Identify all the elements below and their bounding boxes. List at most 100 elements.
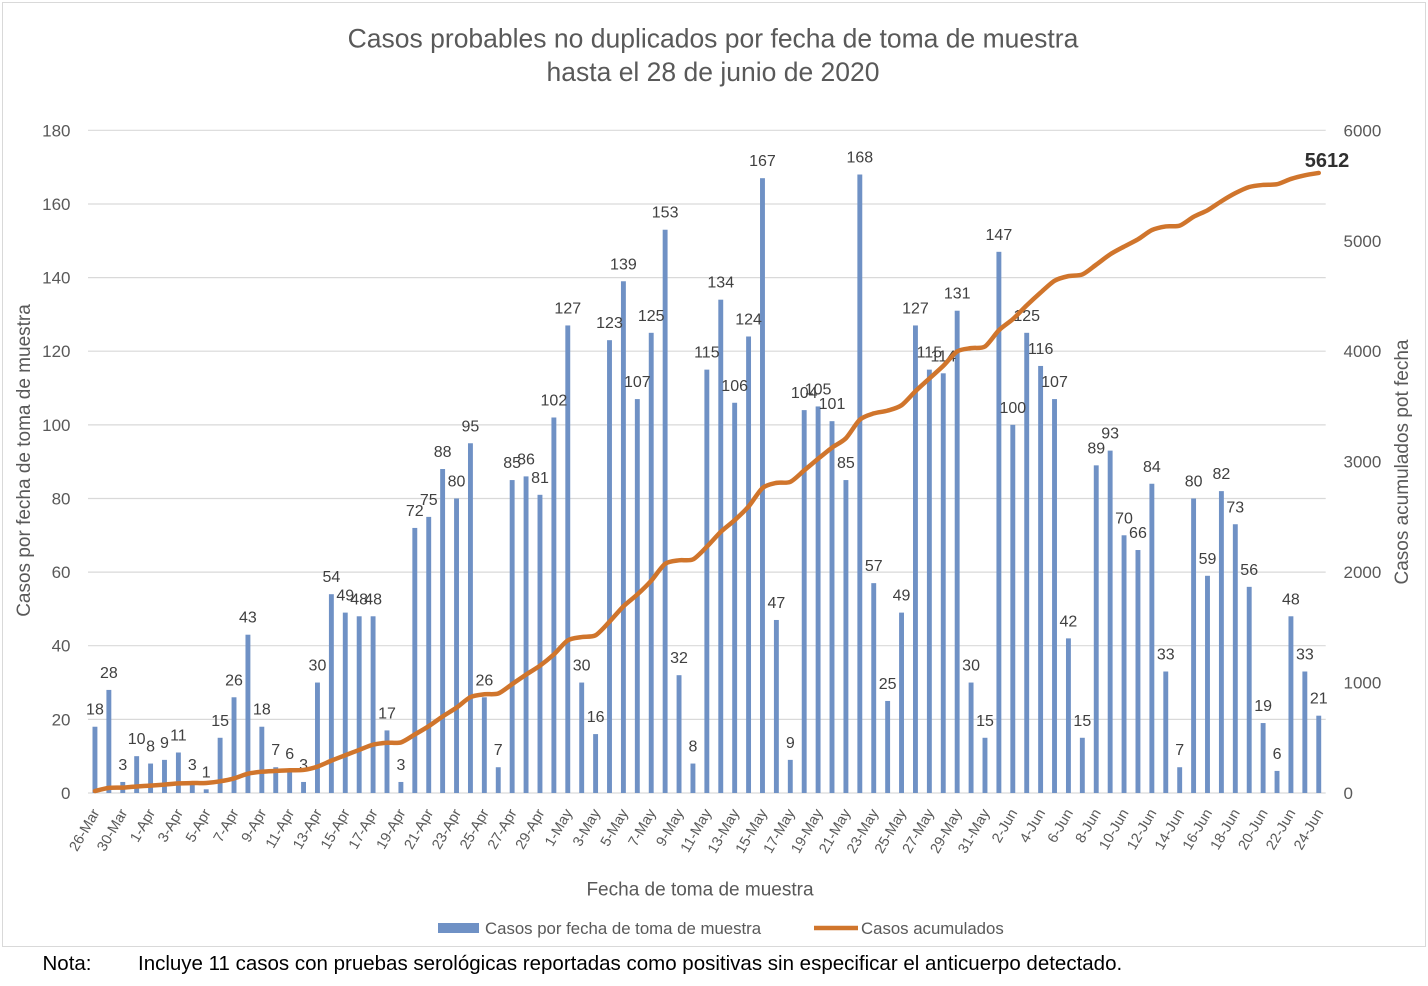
svg-text:85: 85 (503, 455, 521, 472)
svg-text:72: 72 (406, 503, 424, 520)
svg-text:168: 168 (846, 150, 873, 167)
svg-text:40: 40 (52, 637, 71, 656)
svg-text:160: 160 (42, 195, 70, 214)
svg-text:120: 120 (42, 342, 70, 361)
svg-text:49: 49 (336, 588, 354, 605)
svg-text:26: 26 (475, 672, 493, 689)
svg-text:33: 33 (1296, 647, 1314, 664)
svg-text:147: 147 (986, 227, 1013, 244)
svg-text:100: 100 (999, 400, 1026, 417)
svg-text:10: 10 (128, 731, 146, 748)
svg-text:106: 106 (721, 378, 748, 395)
svg-text:30: 30 (309, 658, 327, 675)
svg-text:115: 115 (917, 345, 943, 362)
svg-text:93: 93 (1101, 426, 1119, 443)
svg-text:18: 18 (86, 702, 104, 719)
svg-text:20: 20 (52, 710, 71, 729)
svg-text:17: 17 (378, 705, 396, 722)
svg-text:139: 139 (610, 256, 637, 273)
svg-text:Casos probables no duplicados: Casos probables no duplicados por fecha … (348, 24, 1079, 54)
svg-text:84: 84 (1143, 459, 1161, 476)
svg-text:Casos acumulados: Casos acumulados (861, 919, 1004, 938)
svg-text:7: 7 (271, 742, 280, 759)
svg-text:56: 56 (1240, 562, 1258, 579)
svg-text:8: 8 (146, 739, 155, 756)
svg-text:hasta el 28 de junio de 2020: hasta el 28 de junio de 2020 (547, 57, 880, 87)
svg-text:3: 3 (299, 757, 308, 774)
svg-text:125: 125 (638, 308, 665, 325)
svg-text:70: 70 (1115, 510, 1133, 527)
svg-text:3: 3 (118, 757, 127, 774)
svg-text:140: 140 (42, 269, 70, 288)
svg-text:80: 80 (52, 489, 71, 508)
svg-text:6: 6 (285, 746, 294, 763)
svg-text:43: 43 (239, 610, 257, 627)
svg-text:2000: 2000 (1344, 563, 1382, 582)
svg-text:80: 80 (1185, 473, 1203, 490)
svg-text:102: 102 (541, 392, 568, 409)
svg-text:3000: 3000 (1344, 453, 1382, 472)
svg-text:81: 81 (531, 470, 549, 487)
svg-text:1000: 1000 (1344, 674, 1382, 693)
svg-text:124: 124 (735, 311, 762, 328)
svg-text:131: 131 (944, 286, 971, 303)
svg-text:11: 11 (170, 728, 187, 745)
svg-text:9: 9 (160, 735, 169, 752)
svg-text:Casos acumulados pot fecha: Casos acumulados pot fecha (1392, 339, 1413, 584)
svg-text:33: 33 (1157, 647, 1175, 664)
svg-text:3: 3 (188, 757, 197, 774)
svg-text:21: 21 (1310, 691, 1328, 708)
svg-text:Nota:: Nota: (43, 952, 92, 975)
svg-text:Casos por fecha de toma de mue: Casos por fecha de toma de muestra (485, 919, 762, 938)
svg-text:0: 0 (61, 784, 70, 803)
svg-text:42: 42 (1060, 613, 1078, 630)
svg-text:Casos por fecha de toma de mue: Casos por fecha de toma de muestra (14, 304, 35, 617)
svg-text:15: 15 (976, 713, 994, 730)
svg-text:30: 30 (573, 658, 591, 675)
svg-text:25: 25 (879, 676, 897, 693)
svg-text:153: 153 (652, 205, 679, 222)
svg-text:59: 59 (1199, 551, 1217, 568)
svg-text:89: 89 (1087, 440, 1105, 457)
svg-text:107: 107 (624, 374, 651, 391)
svg-text:80: 80 (448, 473, 466, 490)
svg-text:48: 48 (1282, 591, 1300, 608)
svg-text:75: 75 (420, 492, 438, 509)
svg-text:115: 115 (694, 345, 720, 362)
svg-text:15: 15 (1073, 713, 1091, 730)
svg-text:7: 7 (494, 742, 503, 759)
svg-text:73: 73 (1226, 499, 1244, 516)
svg-text:101: 101 (819, 396, 846, 413)
svg-text:16: 16 (587, 709, 605, 726)
svg-text:49: 49 (893, 588, 911, 605)
svg-text:5612: 5612 (1305, 150, 1350, 172)
svg-text:66: 66 (1129, 525, 1147, 542)
svg-text:127: 127 (554, 300, 581, 317)
svg-text:116: 116 (1028, 341, 1054, 358)
svg-text:180: 180 (42, 121, 70, 140)
svg-text:82: 82 (1213, 466, 1231, 483)
svg-text:18: 18 (253, 702, 271, 719)
svg-text:9: 9 (786, 735, 795, 752)
svg-text:4000: 4000 (1344, 342, 1382, 361)
svg-text:107: 107 (1041, 374, 1068, 391)
svg-text:6000: 6000 (1344, 121, 1382, 140)
svg-text:134: 134 (707, 275, 734, 292)
svg-text:5000: 5000 (1344, 232, 1382, 251)
svg-text:47: 47 (767, 595, 785, 612)
svg-text:127: 127 (902, 300, 929, 317)
svg-text:19: 19 (1254, 698, 1272, 715)
svg-text:105: 105 (805, 381, 832, 398)
svg-text:57: 57 (865, 558, 883, 575)
svg-text:95: 95 (462, 418, 480, 435)
svg-text:0: 0 (1344, 784, 1353, 803)
svg-text:26: 26 (225, 672, 243, 689)
svg-text:85: 85 (837, 455, 855, 472)
svg-text:7: 7 (1175, 742, 1184, 759)
svg-text:48: 48 (350, 591, 368, 608)
svg-text:8: 8 (688, 739, 697, 756)
svg-text:1: 1 (202, 764, 211, 781)
svg-text:86: 86 (517, 451, 535, 468)
svg-text:Incluye 11 casos con pruebas s: Incluye 11 casos con pruebas serológicas… (138, 952, 1122, 975)
svg-text:15: 15 (211, 713, 229, 730)
